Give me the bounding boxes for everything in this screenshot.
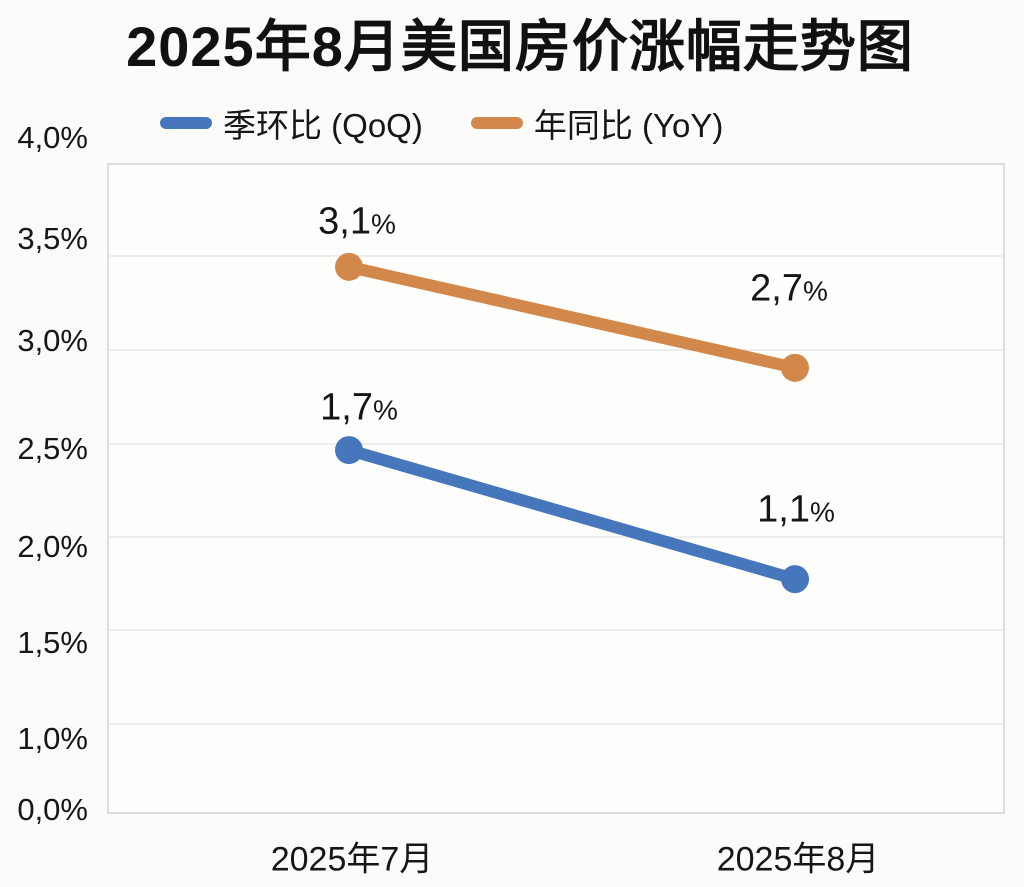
data-point-yoy [335, 252, 363, 281]
data-label-percent-sign: % [370, 208, 396, 240]
y-tick-label: 1,0% [17, 721, 88, 756]
y-tick-label: 2,5% [17, 431, 88, 466]
chart-legend: 季环比 (QoQ) 年同比 (YoY) [160, 101, 723, 145]
y-tick-label: 0,0% [17, 792, 88, 827]
plot-border [107, 163, 1005, 814]
data-label-value: 1,7 [320, 386, 373, 429]
data-label-value: 3,1 [318, 200, 371, 243]
data-label-percent-sign: % [802, 275, 828, 307]
y-tick-label: 3,0% [17, 323, 88, 358]
yoy-line-swatch-icon [470, 117, 523, 129]
legend-label-yoy: 年同比 (YoY) [533, 107, 724, 144]
data-label-yoy: 2,7% [750, 268, 828, 311]
data-point-qoq [781, 565, 809, 594]
legend-item-qoq: 季环比 (QoQ) [160, 99, 423, 147]
data-label-qoq: 1,1% [757, 489, 835, 532]
y-tick-label: 3,5% [17, 221, 88, 256]
data-label-percent-sign: % [372, 394, 398, 426]
y-tick-label: 2,0% [17, 529, 88, 564]
y-tick-label: 4,0% [17, 120, 88, 155]
data-label-value: 2,7 [750, 267, 803, 310]
data-point-yoy [781, 353, 809, 382]
y-tick-label: 1,5% [17, 625, 88, 660]
series-line-yoy [343, 260, 801, 374]
data-label-value: 1,1 [757, 488, 810, 531]
x-tick-label: 2025年7月 [270, 840, 434, 879]
series-line-qoq [343, 444, 801, 586]
legend-item-yoy: 年同比 (YoY) [470, 99, 724, 147]
data-label-qoq: 1,7% [320, 387, 398, 430]
data-point-qoq [335, 436, 363, 465]
data-label-percent-sign: % [809, 496, 835, 528]
chart-title: 2025年8月美国房价涨幅走势图 [126, 15, 914, 78]
legend-label-qoq: 季环比 (QoQ) [223, 107, 423, 144]
x-tick-label: 2025年8月 [716, 840, 880, 879]
qoq-line-swatch-icon [160, 117, 212, 129]
data-label-yoy: 3,1% [318, 201, 396, 244]
